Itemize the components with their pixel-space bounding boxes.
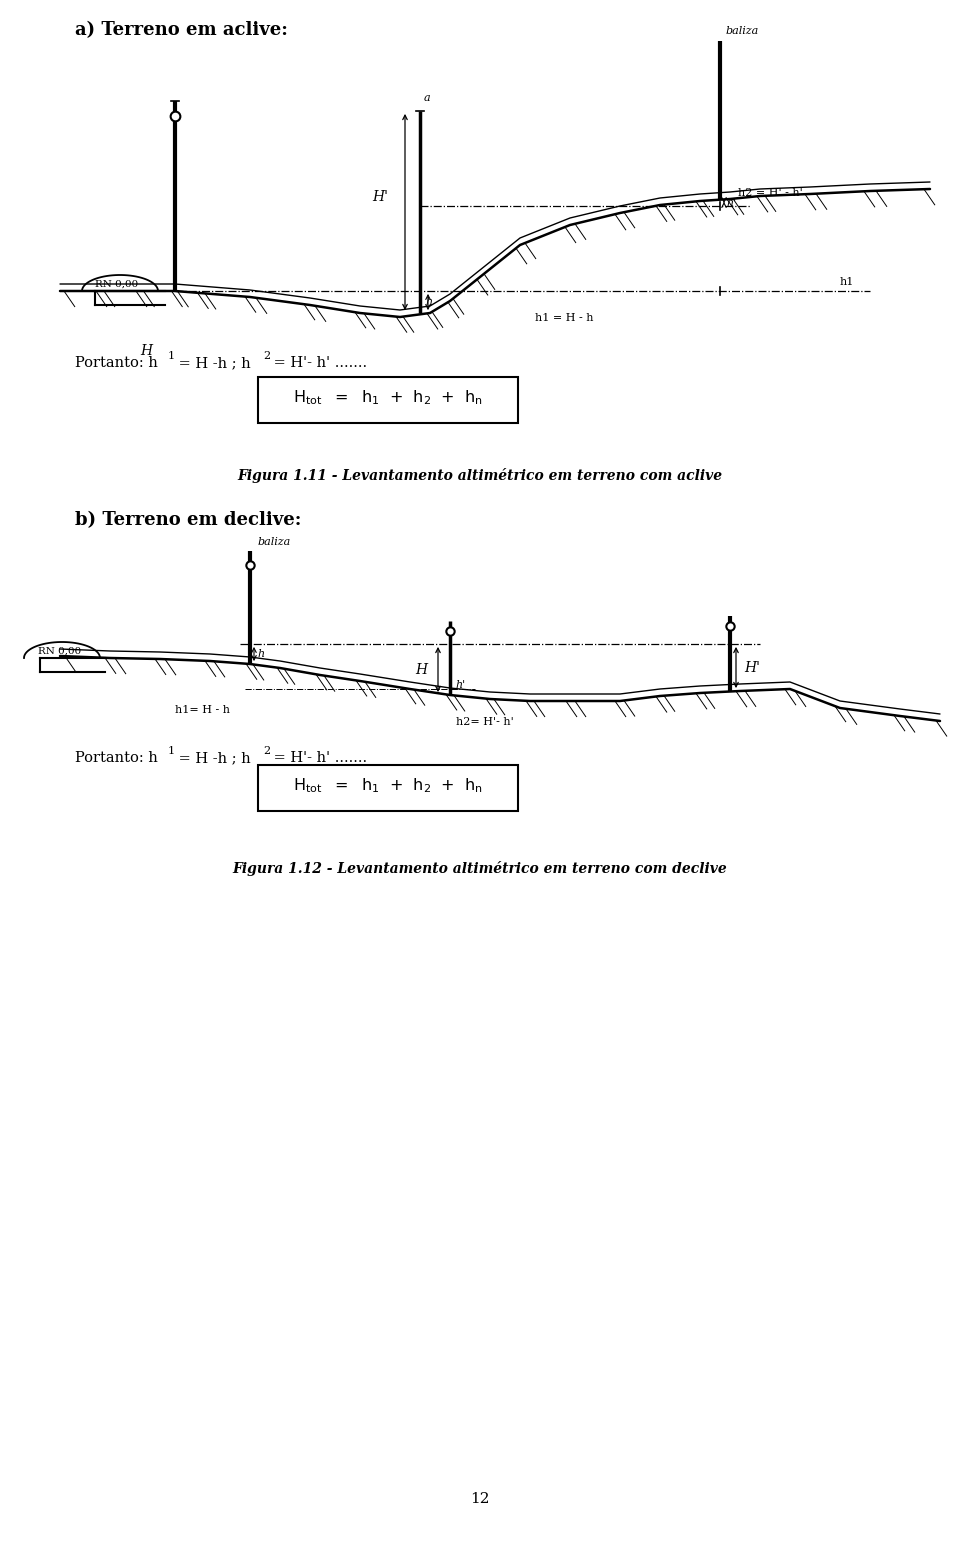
Text: = H'- h' .......: = H'- h' ....... [269,356,367,370]
Text: h: h [257,649,264,660]
Text: h1 = H - h: h1 = H - h [535,313,593,324]
Text: H: H [140,344,152,358]
Text: h2= H'- h': h2= H'- h' [456,717,514,727]
Text: $\mathrm{H_{tot}}$  $=$  $\mathrm{h_1}$  $+$  $\mathrm{h_2}$  $+$  $\mathrm{h_n}: $\mathrm{H_{tot}}$ $=$ $\mathrm{h_1}$ $+… [293,777,483,795]
Text: h1: h1 [840,277,854,287]
Text: baliza: baliza [726,26,759,35]
Text: 1: 1 [168,746,175,757]
Text: h2 = H' - h': h2 = H' - h' [738,188,803,197]
Text: h': h' [455,680,466,690]
Text: 2: 2 [263,746,270,757]
Text: a: a [424,92,431,103]
Bar [258,378,518,422]
Text: = H -h ; h: = H -h ; h [174,356,251,370]
Text: baliza: baliza [258,536,291,547]
Text: 1: 1 [168,351,175,361]
Text: = H'- h' .......: = H'- h' ....... [269,750,367,764]
Text: Portanto: h: Portanto: h [75,356,157,370]
Text: Portanto: h: Portanto: h [75,750,157,764]
Text: h1= H - h: h1= H - h [175,704,230,715]
Text: $\mathrm{H_{tot}}$  $=$  $\mathrm{h_1}$  $+$  $\mathrm{h_2}$  $+$  $\mathrm{h_n}: $\mathrm{H_{tot}}$ $=$ $\mathrm{h_1}$ $+… [293,388,483,407]
Text: a) Terreno em aclive:: a) Terreno em aclive: [75,22,288,39]
Text: 2: 2 [263,351,270,361]
Bar [258,764,518,811]
Text: H': H' [744,661,760,675]
Text: H: H [415,663,427,676]
Text: H': H' [372,190,388,203]
Text: h': h' [726,197,736,208]
Text: Figura 1.12 - Levantamento altimétrico em terreno com declive: Figura 1.12 - Levantamento altimétrico e… [232,861,728,875]
Text: = H -h ; h: = H -h ; h [174,750,251,764]
Text: h: h [425,297,432,307]
Text: Figura 1.11 - Levantamento altimétrico em terreno com aclive: Figura 1.11 - Levantamento altimétrico e… [237,468,723,482]
Text: 12: 12 [470,1492,490,1506]
Text: RN 0,00: RN 0,00 [38,647,82,656]
Text: b) Terreno em declive:: b) Terreno em declive: [75,512,301,529]
Text: RN 0,00: RN 0,00 [95,280,138,290]
